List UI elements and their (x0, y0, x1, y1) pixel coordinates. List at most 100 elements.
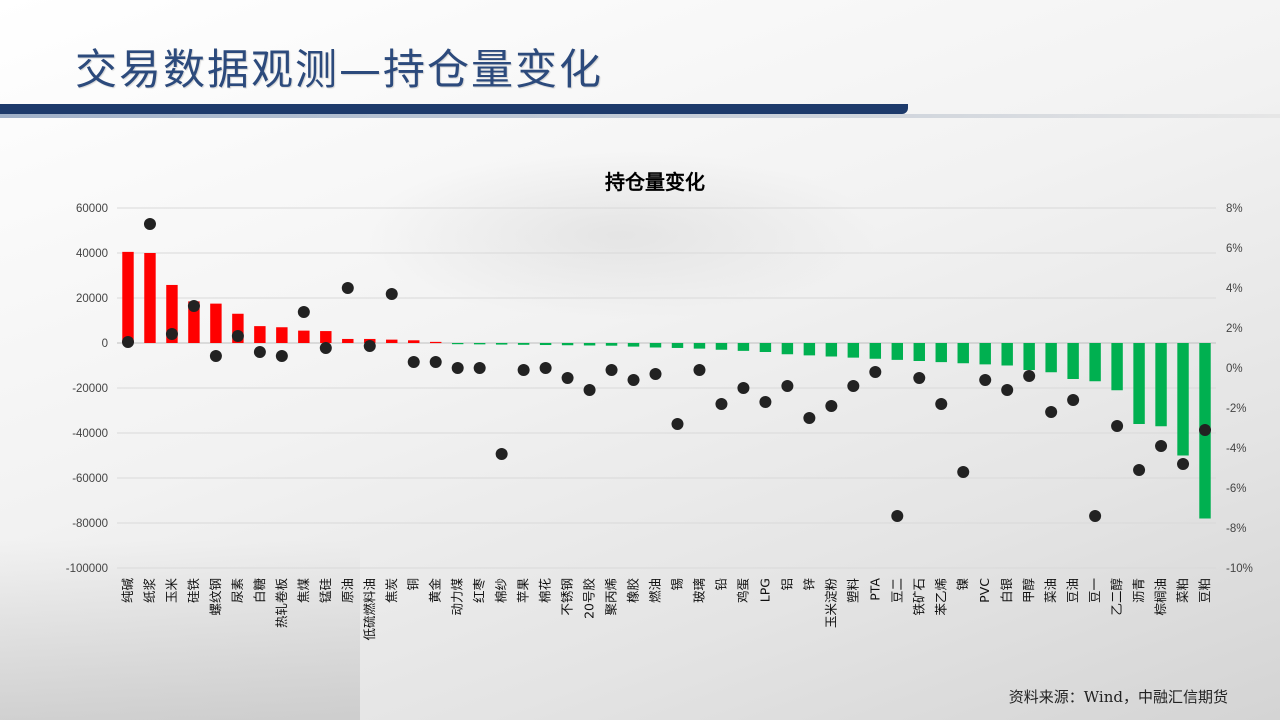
right-axis-tick-label: -2% (1226, 403, 1246, 415)
data-point (649, 368, 662, 380)
data-point (825, 400, 838, 412)
right-axis-tick-label: 4% (1226, 283, 1243, 295)
bar (1067, 343, 1079, 379)
bar (627, 343, 640, 347)
right-axis-tick-label: -10% (1226, 563, 1253, 575)
bar (210, 303, 222, 343)
left-axis-tick-label: 20000 (76, 293, 108, 305)
category-label: 焦煤 (296, 578, 311, 604)
data-point (913, 372, 926, 384)
data-point (1155, 440, 1168, 452)
source-note: 资料来源：Wind，中融汇信期货 (1008, 688, 1228, 706)
category-label: 纯碱 (120, 578, 135, 604)
category-label: 豆粕 (1197, 578, 1212, 603)
data-point (275, 350, 288, 362)
category-label: 焦炭 (384, 578, 399, 603)
data-point (385, 288, 398, 300)
right-axis-tick-label: 0% (1226, 363, 1243, 375)
category-label: 棉花 (538, 578, 553, 603)
category-label: 鸡蛋 (735, 578, 750, 603)
bar (1133, 343, 1145, 424)
bar (869, 343, 882, 359)
data-point (891, 510, 904, 522)
data-point (165, 328, 178, 340)
data-point (1067, 394, 1080, 406)
category-label: 乙二醇 (1109, 578, 1124, 616)
category-label: 尿素 (230, 578, 245, 603)
bar (1111, 343, 1123, 391)
left-axis-tick-label: 0 (102, 338, 108, 350)
background-map-decoration (360, 150, 880, 320)
background-skyline-decoration (0, 540, 360, 720)
data-point (363, 340, 376, 352)
category-label: 锡 (669, 578, 684, 591)
category-label: 苹果 (516, 578, 531, 604)
category-label: 豆油 (1065, 578, 1080, 603)
bar (1023, 343, 1035, 370)
left-axis-tick-label: -100000 (66, 563, 108, 575)
right-axis-tick-label: 8% (1226, 203, 1243, 215)
data-point (627, 374, 640, 386)
data-point (561, 372, 574, 384)
data-point (473, 362, 486, 374)
category-label: 豆二 (889, 578, 904, 603)
bar (1089, 343, 1101, 382)
data-point (319, 342, 332, 354)
data-point (143, 218, 156, 230)
left-axis-tick-label: 60000 (76, 203, 108, 215)
category-label: 原油 (340, 578, 355, 603)
data-point (341, 282, 354, 294)
bar (979, 343, 991, 365)
category-label: 豆一 (1087, 578, 1102, 603)
data-point (121, 336, 134, 348)
data-point (1133, 464, 1146, 476)
bar (473, 343, 486, 345)
left-axis-tick-label: 40000 (76, 248, 108, 260)
left-axis-tick-label: -20000 (72, 383, 108, 395)
bar (429, 341, 442, 344)
category-label: 苯乙烯 (933, 578, 948, 616)
category-label: 红枣 (472, 578, 487, 604)
category-label: 螺纹钢 (208, 578, 223, 616)
category-label: 铁矿石 (911, 578, 926, 616)
category-label: 白糖 (252, 578, 267, 604)
category-label: PTA (867, 578, 882, 601)
data-point (979, 374, 992, 386)
right-axis-tick-label: -4% (1226, 443, 1246, 455)
bar (539, 343, 552, 346)
bar (166, 284, 178, 343)
bar (935, 343, 947, 363)
bar (671, 343, 684, 348)
category-label: 锌 (801, 578, 816, 591)
data-point (759, 396, 772, 408)
left-axis-tick-label: -40000 (72, 428, 108, 440)
category-label: 铝 (779, 578, 794, 591)
data-point (539, 362, 552, 374)
bar (1155, 343, 1167, 427)
bar (605, 343, 618, 346)
bar (847, 343, 860, 358)
data-point (495, 448, 508, 460)
title-underline-bar (0, 104, 908, 114)
data-point (1089, 510, 1102, 522)
category-label: 镍 (955, 578, 970, 591)
data-point (781, 380, 794, 392)
data-point (1177, 458, 1190, 470)
data-point (583, 384, 596, 396)
data-point (693, 364, 706, 376)
right-axis-tick-label: 2% (1226, 323, 1243, 335)
data-point (451, 362, 464, 374)
category-label: 黄金 (428, 578, 443, 604)
category-label: 橡胶 (626, 578, 641, 603)
bar (803, 343, 816, 356)
bar (1001, 343, 1013, 366)
category-label: 棕榈油 (1153, 578, 1168, 616)
bar (122, 251, 134, 343)
data-point (737, 382, 750, 394)
category-label: 塑料 (845, 578, 860, 604)
page-title: 交易数据观测—持仓量变化 (75, 45, 604, 94)
data-point (605, 364, 618, 376)
bar (495, 343, 508, 345)
data-point (407, 356, 420, 368)
